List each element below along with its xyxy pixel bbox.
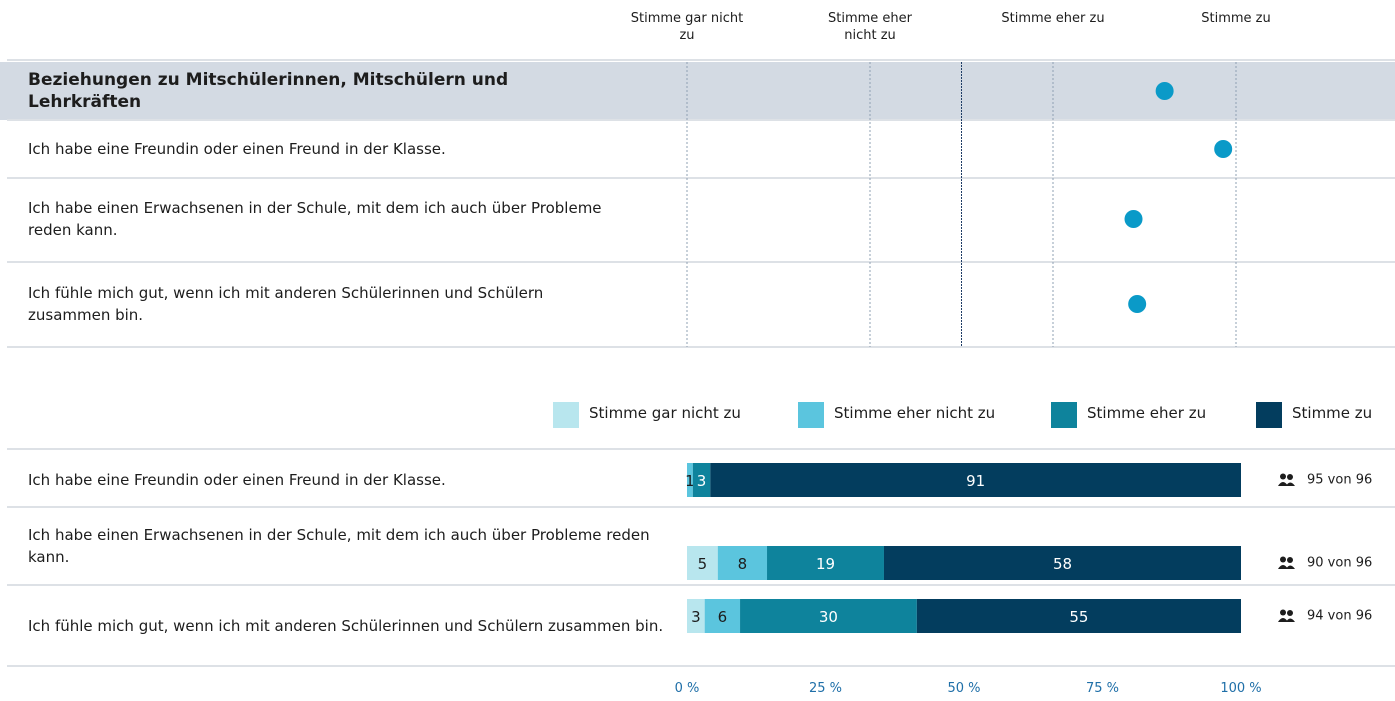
item-label: Ich habe einen Erwachsenen in der Schule… xyxy=(28,526,650,566)
bar-segment xyxy=(687,546,718,580)
column-header: Stimme eher zu xyxy=(1001,11,1105,26)
respondents-icon xyxy=(1278,609,1295,622)
legend-swatch xyxy=(1051,402,1077,428)
bar-value-label: 3 xyxy=(691,608,701,626)
bar-segment xyxy=(687,463,693,497)
dot xyxy=(1124,210,1143,228)
bar-value-label: 1 xyxy=(685,472,695,490)
bar-segment xyxy=(717,546,768,580)
item-label: Ich fühle mich gut, wenn ich mit anderen… xyxy=(28,284,544,324)
legend-swatch xyxy=(1256,402,1282,428)
dot xyxy=(1128,295,1147,313)
bar-segment xyxy=(740,599,917,633)
bar-value-label: 55 xyxy=(1069,608,1088,626)
respondents-icon xyxy=(1278,556,1295,569)
respondents-count: 90 von 96 xyxy=(1307,555,1373,571)
bar-value-label: 6 xyxy=(718,608,728,626)
bar-value-label: 3 xyxy=(697,472,707,490)
column-header: Stimme gar nicht zu xyxy=(630,11,744,43)
x-tick-label: 0 % xyxy=(674,681,700,696)
group-title: Beziehungen zu Mitschülerinnen, Mitschül… xyxy=(28,70,509,112)
legend-label: Stimme eher zu xyxy=(1087,404,1207,422)
column-header: Stimme zu xyxy=(1201,11,1271,26)
legend-swatch xyxy=(553,402,579,428)
legend-label: Stimme eher nicht zu xyxy=(834,404,996,422)
x-tick-label: 100 % xyxy=(1220,681,1262,696)
item-label: Ich habe einen Erwachsenen in der Schule… xyxy=(28,199,602,239)
x-tick-label: 75 % xyxy=(1085,681,1120,696)
legend-label: Stimme gar nicht zu xyxy=(589,404,741,422)
column-header: Stimme eher nicht zu xyxy=(828,11,912,43)
bar-segment xyxy=(692,463,711,497)
item-label: Ich habe eine Freundin oder einen Freund… xyxy=(28,140,446,158)
bar-value-label: 91 xyxy=(966,472,985,490)
bar-value-label: 58 xyxy=(1053,555,1072,573)
dot xyxy=(1155,82,1174,100)
respondents-icon xyxy=(1278,473,1295,486)
bar-segment xyxy=(767,546,884,580)
respondents-count: 95 von 96 xyxy=(1307,472,1373,488)
bar-segment xyxy=(883,546,1241,580)
bar-value-label: 30 xyxy=(819,608,838,626)
bar-segment xyxy=(916,599,1241,633)
item-label: Ich habe eine Freundin oder einen Freund… xyxy=(28,471,446,489)
bar-segment xyxy=(710,463,1241,497)
bar-value-label: 19 xyxy=(816,555,835,573)
respondents-count: 94 von 96 xyxy=(1307,608,1373,624)
item-label: Ich fühle mich gut, wenn ich mit anderen… xyxy=(28,617,664,635)
x-tick-label: 50 % xyxy=(947,681,981,696)
bar-segment xyxy=(704,599,741,633)
x-tick-label: 25 % xyxy=(808,681,843,696)
bar-value-label: 8 xyxy=(738,555,748,573)
bar-segment xyxy=(687,599,705,633)
bar-value-label: 5 xyxy=(698,555,708,573)
dot xyxy=(1214,140,1233,158)
legend-label: Stimme zu xyxy=(1292,404,1373,422)
legend-swatch xyxy=(798,402,824,428)
